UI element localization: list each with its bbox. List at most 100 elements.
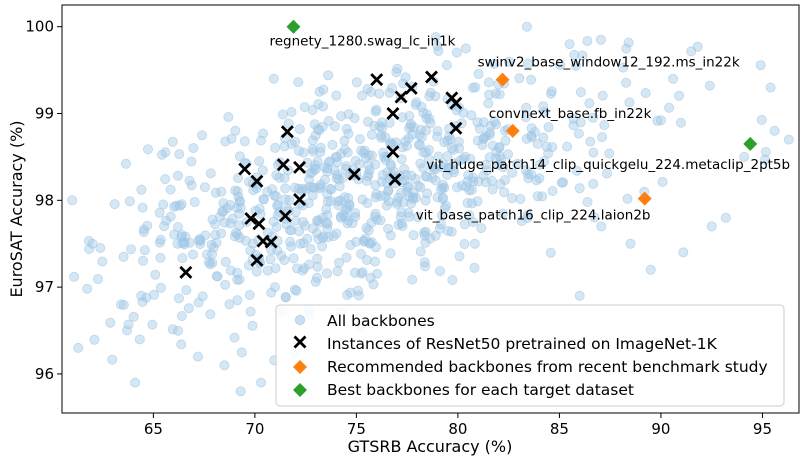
all-backbones-point: [467, 82, 478, 93]
all-backbones-point: [433, 46, 444, 57]
all-backbones-point: [335, 195, 346, 206]
all-backbones-point: [136, 290, 147, 301]
all-backbones-point: [588, 178, 599, 189]
all-backbones-point: [441, 60, 452, 71]
legend: All backbones Instances of ResNet50 pret…: [275, 304, 785, 407]
all-backbones-point: [432, 192, 443, 203]
backbone-annotations: regnety_1280.swag_lc_in1k swinv2_base_win…: [270, 34, 791, 224]
all-backbones-point: [377, 169, 388, 180]
resnet50-point: [293, 160, 307, 174]
all-backbones-point: [357, 267, 368, 278]
all-backbones-point: [399, 175, 410, 186]
all-backbones-point: [765, 82, 776, 93]
all-backbones-point: [521, 133, 532, 144]
all-backbones-point: [271, 170, 282, 181]
resnet50-point: [449, 96, 463, 110]
all-backbones-point: [244, 289, 255, 300]
all-backbones-point: [439, 182, 450, 193]
all-backbones-point: [284, 224, 295, 235]
all-backbones-point: [421, 125, 432, 136]
resnet50-point: [404, 81, 418, 95]
all-backbones-point: [582, 196, 593, 207]
all-backbones-point: [307, 223, 318, 234]
all-backbones-point: [265, 254, 276, 265]
all-backbones-point: [159, 221, 170, 232]
all-backbones-point: [272, 245, 283, 256]
all-backbones-point: [668, 73, 679, 84]
all-backbones-point: [430, 32, 441, 43]
all-backbones-point: [555, 59, 566, 70]
all-backbones-point: [577, 50, 588, 61]
all-backbones-point: [323, 70, 334, 81]
all-backbones-point: [546, 88, 557, 99]
all-backbones-point: [529, 127, 540, 138]
all-backbones-point: [450, 121, 461, 132]
all-backbones-point: [333, 200, 344, 211]
all-backbones-point: [547, 185, 558, 196]
all-backbones-point: [210, 229, 221, 240]
all-backbones-point: [397, 112, 408, 123]
all-backbones-point: [422, 188, 433, 199]
all-backbones-point: [205, 259, 216, 270]
all-backbones-point: [130, 377, 141, 388]
all-backbones-point: [312, 272, 323, 283]
all-backbones-point: [507, 193, 518, 204]
all-backbones-point: [266, 287, 277, 298]
resnet50-point: [238, 162, 252, 176]
all-backbones-point: [122, 325, 133, 336]
resnet50-point: [388, 172, 402, 186]
all-backbones-point: [322, 196, 333, 207]
resnet50-point: [425, 70, 439, 84]
all-backbones-point: [230, 227, 241, 238]
resnet50-point: [386, 107, 400, 121]
all-backbones-point: [321, 204, 332, 215]
all-backbones-point: [498, 162, 509, 173]
all-backbones-point: [483, 98, 494, 109]
y-tick-label: 96: [35, 365, 54, 383]
all-backbones-point: [543, 122, 554, 133]
all-backbones-point: [480, 177, 491, 188]
all-backbones-point: [515, 193, 526, 204]
resnet50-point: [278, 209, 292, 223]
all-backbones-point: [285, 236, 296, 247]
all-backbones-point: [595, 34, 606, 45]
all-backbones-point: [294, 226, 305, 237]
all-backbones-point: [73, 342, 84, 353]
all-backbones-point: [123, 319, 134, 330]
all-backbones-point: [312, 253, 323, 264]
all-backbones-point: [438, 159, 449, 170]
all-backbones-point: [289, 284, 300, 295]
all-backbones-point: [172, 325, 183, 336]
all-backbones-point: [575, 87, 586, 98]
all-backbones-point: [158, 199, 169, 210]
x-tick-label: 65: [144, 420, 163, 438]
all-backbones-point: [179, 237, 190, 248]
all-backbones-point: [95, 242, 106, 253]
all-backbones-point: [171, 200, 182, 211]
all-backbones-point: [251, 266, 262, 277]
all-backbones-point: [502, 149, 513, 160]
all-backbones-point: [186, 156, 197, 167]
all-backbones-point: [446, 143, 457, 154]
all-backbones-point: [512, 158, 523, 169]
all-backbones-point: [423, 154, 434, 165]
all-backbones-point: [454, 251, 465, 262]
all-backbones-point: [520, 112, 531, 123]
all-backbones-point: [622, 193, 633, 204]
all-backbones-point: [507, 167, 518, 178]
all-backbones-point: [539, 156, 550, 167]
all-backbones-point: [562, 141, 573, 152]
all-backbones-point: [656, 115, 667, 126]
annotation-vit-huge-metaclip: vit_huge_patch14_clip_quickgelu_224.meta…: [426, 157, 790, 173]
all-backbones-point: [543, 148, 554, 159]
legend-label-resnet50: Instances of ResNet50 pretrained on Imag…: [327, 335, 718, 353]
all-backbones-point: [582, 36, 593, 47]
all-backbones-point: [418, 107, 429, 118]
all-backbones-point: [589, 212, 600, 223]
all-backbones-point: [366, 86, 377, 97]
all-backbones-point: [432, 131, 443, 142]
all-backbones-point: [361, 152, 372, 163]
all-backbones-point: [538, 101, 549, 112]
all-backbones-point: [318, 84, 329, 95]
legend-label-all-backbones: All backbones: [327, 312, 435, 330]
